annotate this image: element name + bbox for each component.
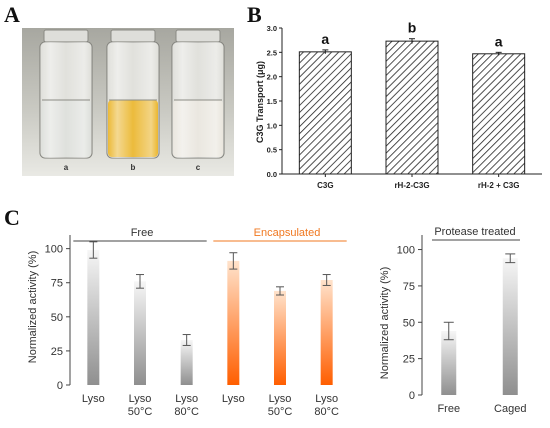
activity-x-tick-label: Lyso 80°C (174, 393, 199, 418)
activity-y-tick-label: 75 (51, 278, 63, 290)
activity-x-tick-label: Lyso 80°C (314, 393, 339, 418)
panel-label-b: B (247, 2, 262, 27)
transport-chart: C3G Transport (μg) 0.0 0.5 1.0 1.5 2.0 2.5 3.0… (255, 20, 542, 190)
activity-x-tick-label: Lyso 50°C (268, 393, 293, 418)
activity-y-tick-label: 50 (51, 312, 63, 324)
activity-chart: Normalized activity (%) Free Encapsulate… (27, 227, 347, 418)
activity-y-tick-label: 25 (51, 346, 63, 358)
significance-letter: a (321, 31, 329, 47)
transport-y-tick-label: 3.0 (267, 24, 277, 33)
free-bar (134, 281, 146, 385)
protease-x-tick-label: Free (437, 403, 460, 415)
vials-photo: a b c (22, 28, 234, 176)
transport-x-tick-label: C3G (317, 181, 333, 190)
activity-y-axis-label: Normalized activity (%) (27, 251, 39, 363)
transport-y-tick-label: 0.5 (267, 146, 277, 155)
free-bar (87, 250, 100, 385)
activity-x-tick-label: Lyso 50°C (128, 393, 153, 418)
panel-label-a: A (4, 2, 20, 27)
activity-y-tick-label: 100 (45, 244, 63, 256)
transport-y-tick-label: 2.0 (267, 73, 277, 82)
transport-bar (298, 51, 352, 175)
vial-neck (43, 29, 89, 43)
encapsulated-bar (274, 290, 286, 385)
vial-label: c (196, 163, 201, 172)
protease-bar (441, 331, 457, 395)
vial-neck (110, 29, 156, 43)
protease-chart: Protease treated Normalized activity (%)… (379, 226, 526, 415)
protease-y-axis-label: Normalized activity (%) (379, 267, 391, 379)
protease-x-tick-label: Caged (494, 403, 526, 415)
transport-y-tick-label: 1.5 (267, 97, 277, 106)
significance-letter: b (408, 20, 417, 36)
protease-bar (502, 258, 518, 395)
protease-y-tick-label: 25 (403, 354, 415, 366)
encapsulated-bar (320, 280, 333, 385)
significance-letter: a (495, 33, 503, 49)
vial-label: b (131, 163, 136, 172)
activity-y-tick-label: 0 (57, 380, 63, 392)
transport-y-tick-label: 0.0 (267, 170, 277, 179)
panel-label-c: C (4, 205, 20, 230)
vial-label: a (64, 163, 69, 172)
free-bar (180, 340, 193, 385)
transport-x-tick-label: rH-2-C3G (394, 181, 429, 190)
protease-y-tick-label: 0 (409, 390, 415, 402)
protease-y-tick-label: 75 (403, 281, 415, 293)
encapsulated-bar (227, 260, 240, 385)
protease-y-tick-label: 100 (397, 245, 415, 257)
vial-neck (175, 29, 221, 43)
protease-chart-title: Protease treated (434, 226, 515, 238)
encapsulated-group-label: Encapsulated (254, 227, 321, 239)
protease-y-tick-label: 50 (403, 317, 415, 329)
activity-x-tick-label: Lyso (222, 393, 245, 405)
free-group-label: Free (131, 227, 154, 239)
transport-x-tick-label: rH-2 + C3G (478, 181, 520, 190)
activity-x-tick-label: Lyso (82, 393, 105, 405)
transport-y-tick-label: 2.5 (267, 48, 277, 57)
transport-y-tick-label: 1.0 (267, 121, 277, 130)
transport-y-axis-label: C3G Transport (μg) (255, 61, 265, 143)
transport-bar (385, 40, 439, 175)
transport-bar (472, 53, 526, 175)
